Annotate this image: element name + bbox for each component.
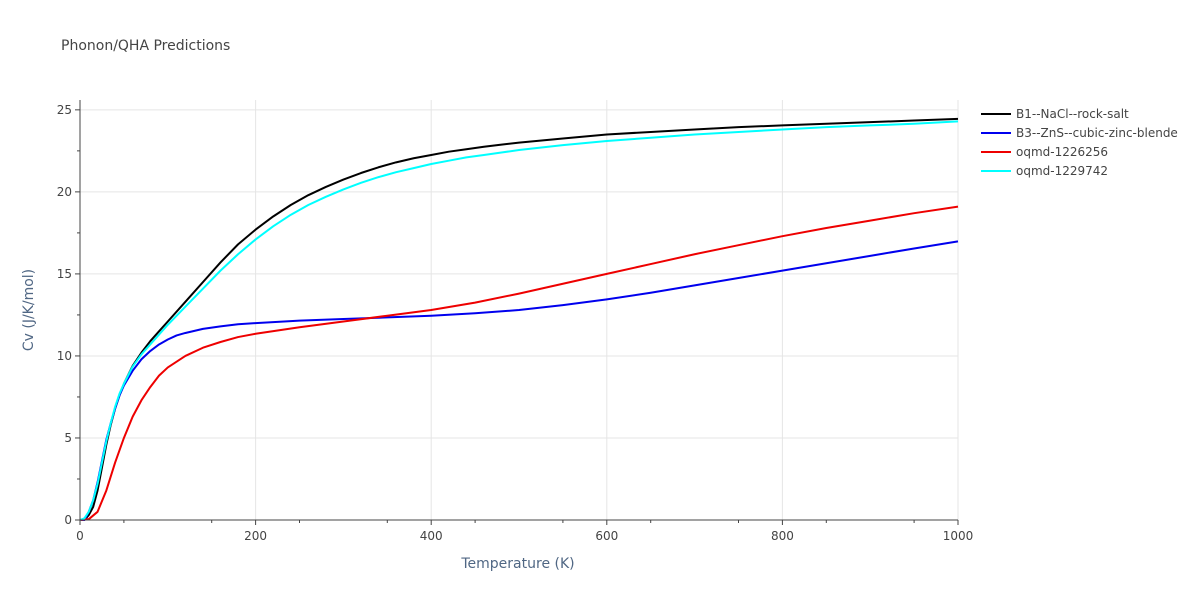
series-line-2[interactable] (79, 205, 959, 521)
x-tick-label: 0 (76, 529, 84, 543)
chart-title: Phonon/QHA Predictions (61, 38, 230, 54)
legend-label: B1--NaCl--rock-salt (1016, 107, 1129, 121)
series-layer (79, 117, 959, 521)
legend-item[interactable]: oqmd-1226256 (981, 145, 1108, 159)
grid (80, 100, 959, 520)
series-line-1[interactable] (80, 240, 959, 521)
y-tick-label: 25 (57, 103, 72, 117)
legend-label: B3--ZnS--cubic-zinc-blende (1016, 126, 1178, 140)
x-tick-label: 600 (595, 529, 618, 543)
legend-label: oqmd-1229742 (1016, 164, 1108, 178)
y-tick-label: 5 (64, 431, 72, 445)
legend-item[interactable]: B3--ZnS--cubic-zinc-blende (981, 126, 1178, 140)
axes: 0 200 400 600 800 1000 0 5 10 15 20 25 (57, 100, 974, 543)
y-tick-label: 10 (57, 349, 72, 363)
x-tick-label: 1000 (943, 529, 974, 543)
legend[interactable]: B1--NaCl--rock-salt B3--ZnS--cubic-zinc-b… (981, 107, 1178, 178)
y-tick-label: 15 (57, 267, 72, 281)
x-axis-label: Temperature (K) (460, 556, 574, 572)
legend-item[interactable]: B1--NaCl--rock-salt (981, 107, 1129, 121)
x-tick-label: 800 (771, 529, 794, 543)
y-tick-label: 0 (64, 513, 72, 527)
x-tick-label: 200 (244, 529, 267, 543)
y-tick-label: 20 (57, 185, 72, 199)
series-line-0[interactable] (80, 117, 959, 521)
legend-item[interactable]: oqmd-1229742 (981, 164, 1108, 178)
series-line-3[interactable] (79, 120, 959, 521)
legend-label: oqmd-1226256 (1016, 145, 1108, 159)
x-tick-label: 400 (420, 529, 443, 543)
y-axis-label: Cv (J/K/mol) (21, 269, 37, 351)
